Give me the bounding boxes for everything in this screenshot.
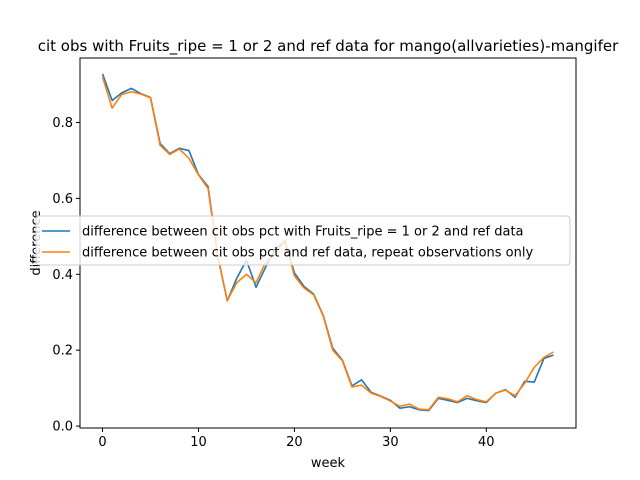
- legend: difference between cit obs pct with Frui…: [35, 215, 571, 266]
- legend-label-2: difference between cit obs pct and ref d…: [82, 246, 533, 261]
- legend-label-1: difference between cit obs pct with Frui…: [82, 225, 524, 240]
- legend-entries: difference between cit obs pct with Frui…: [42, 225, 533, 261]
- legend-box: [35, 215, 571, 266]
- y-tick-label: 0.0: [52, 420, 73, 435]
- plot-area: 0 10 20 30 40 0.0 0.2 0.4 0.6 0.8: [52, 57, 577, 450]
- x-tick-label: 0: [98, 435, 106, 450]
- y-tick-label: 0.4: [52, 268, 73, 283]
- series-layer: [101, 73, 554, 412]
- x-tick-label: 10: [190, 435, 207, 450]
- y-tick-label: 0.6: [52, 192, 73, 207]
- x-tick-label: 20: [286, 435, 303, 450]
- y-axis: 0.0 0.2 0.4 0.6 0.8: [52, 116, 80, 435]
- x-tick-label: 30: [382, 435, 399, 450]
- x-axis-label: week: [311, 456, 346, 471]
- series-line-2: [101, 76, 554, 411]
- y-tick-label: 0.8: [52, 116, 73, 131]
- y-tick-label: 0.2: [52, 344, 73, 359]
- chart-title: cit obs with Fruits_ripe = 1 or 2 and re…: [38, 37, 619, 56]
- x-axis: 0 10 20 30 40: [98, 428, 495, 450]
- x-tick-label: 40: [478, 435, 495, 450]
